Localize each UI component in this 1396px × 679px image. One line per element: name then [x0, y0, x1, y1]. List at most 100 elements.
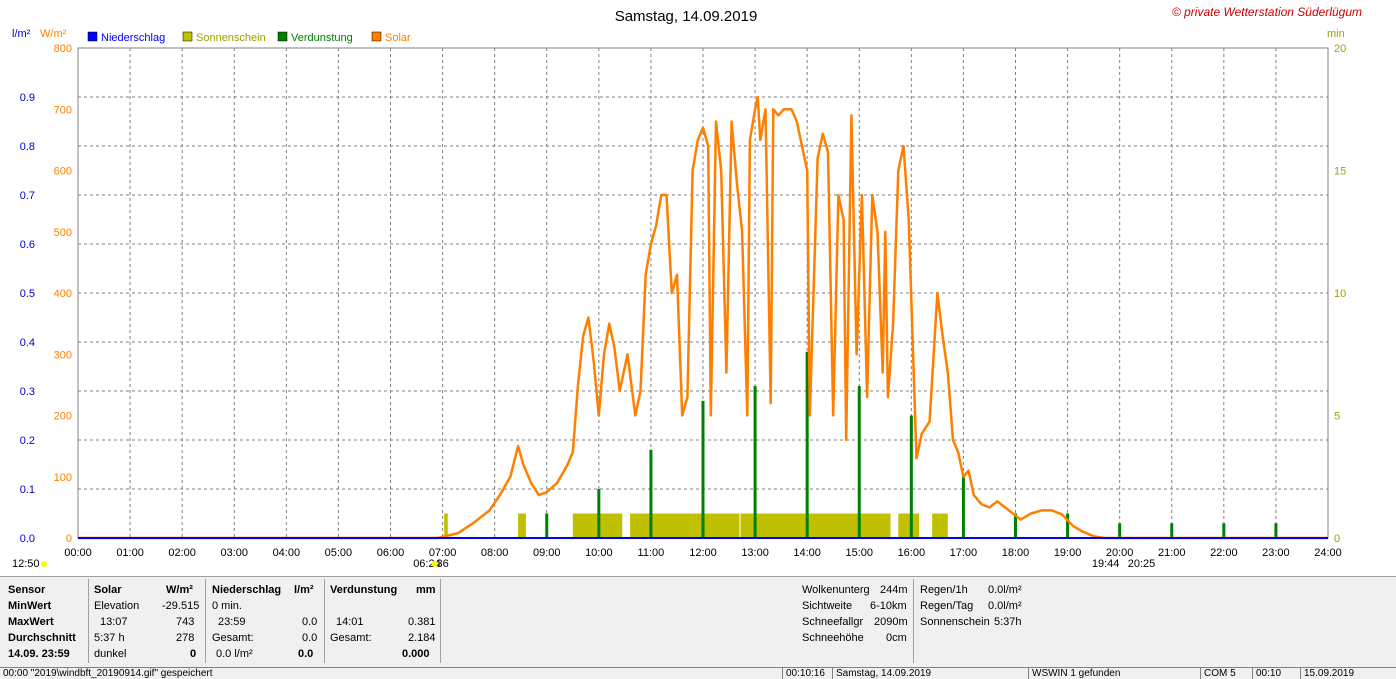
evaporation-bar-0 [545, 513, 549, 538]
evaporation-bar-14 [1274, 523, 1278, 538]
evaporation-series [545, 351, 1278, 538]
solar-series [78, 95, 1328, 540]
snow-height-label: Schneehöhe [802, 632, 864, 644]
y-solar-tick-0: 0 [66, 533, 72, 545]
solar-row-0-label: Elevation [94, 600, 140, 612]
solar-row-3-label: dunkel [94, 648, 127, 660]
solar-line [78, 95, 1328, 540]
y-precip-tick-8: 0.8 [20, 141, 35, 153]
y-precip-tick-6: 0.6 [20, 239, 35, 251]
y-sun-tick-4: 20 [1334, 43, 1346, 55]
status-found: WSWIN 1 gefunden [1028, 668, 1120, 679]
marker-label-3: 19:44 [1092, 558, 1120, 570]
sun-dot-icon [431, 561, 438, 567]
x-tick-17: 17:00 [950, 547, 978, 559]
visibility-value: 6-10km [870, 600, 907, 612]
x-tick-21: 21:00 [1158, 547, 1186, 559]
sunshine-series [444, 513, 948, 538]
status-day: 15.09.2019 [1300, 668, 1354, 679]
evaporation-bar-3 [701, 400, 705, 538]
precip-row-1-value: 0.0 [302, 616, 318, 628]
snowfall-limit-value: 2090m [874, 616, 908, 628]
rain-hour-label: Regen/1h [920, 584, 968, 596]
evaporation-bar-10 [1066, 513, 1070, 538]
solar-row-1-label: 13:07 [100, 616, 128, 628]
evaporation-bar-5 [805, 351, 809, 538]
y-right-unit: min [1327, 28, 1345, 40]
x-tick-23: 23:00 [1262, 547, 1290, 559]
row-label-min: MinWert [8, 600, 52, 612]
evap-header: Verdunstung [330, 584, 398, 596]
sunshine-total-label: Sonnenschein [920, 616, 990, 628]
precip-row-2-label: Gesamt: [212, 632, 254, 644]
legend-swatch-0 [87, 31, 98, 42]
solar-header: Solar [94, 584, 122, 596]
y-precip-tick-5: 0.5 [20, 288, 35, 300]
precip-row-0-label: 0 min. [212, 600, 242, 612]
sunshine-bar-1 [518, 513, 526, 538]
solar-row-2-value: 278 [176, 632, 195, 644]
rain-day-value: 0.0l/m² [988, 600, 1022, 612]
y-sun-tick-2: 10 [1334, 288, 1346, 300]
marker-label-2: 36 [436, 558, 448, 570]
sunshine-bar-0 [444, 513, 448, 538]
solar-row-2-label: 5:37 h [94, 632, 125, 644]
marker-label-0: 12:50 [12, 558, 40, 570]
x-tick-5: 05:00 [325, 547, 353, 559]
y-sun-tick-3: 15 [1334, 166, 1346, 178]
evaporation-bar-4 [753, 386, 757, 538]
evaporation-bar-6 [857, 386, 861, 538]
precip-row-2-value: 0.0 [302, 632, 318, 644]
rain-day-label: Regen/Tag [920, 600, 974, 612]
y-axis-solar: 0 100 200 300 400 500 600 700 800 [54, 43, 72, 545]
y-solar-tick-7: 700 [54, 104, 72, 116]
row-label-avg: Durchschnitt [8, 632, 76, 644]
solar-row-3-value: 0 [190, 648, 197, 660]
y-solar-tick-8: 800 [54, 43, 72, 55]
solar-row-1-value: 743 [176, 616, 195, 628]
cloud-base-value: 244m [880, 584, 908, 596]
x-axis: 00:00 01:00 02:00 03:00 04:00 05:00 06:00 07:00… [64, 547, 1342, 559]
rain-hour-value: 0.0l/m² [988, 584, 1022, 596]
x-tick-2: 02:00 [168, 547, 196, 559]
y-sun-tick-1: 5 [1334, 411, 1340, 423]
y-precip-tick-3: 0.3 [20, 386, 35, 398]
sunshine-bar-5 [740, 513, 891, 538]
y-solar-tick-6: 600 [54, 166, 72, 178]
y-precip-tick-1: 0.1 [20, 484, 35, 496]
x-tick-8: 08:00 [481, 547, 509, 559]
snowfall-limit-label: Schneefallgr [802, 616, 864, 628]
precip-header: Niederschlag [212, 584, 282, 596]
x-tick-18: 18:00 [1002, 547, 1030, 559]
status-clock: 00:10 [1252, 668, 1281, 679]
legend-label-2: Verdunstung [291, 32, 353, 44]
x-tick-22: 22:00 [1210, 547, 1238, 559]
x-tick-7: 07:00 [429, 547, 457, 559]
legend-swatch-1 [182, 31, 193, 42]
evap-row-1-value: 0.381 [408, 616, 436, 628]
x-tick-6: 06:00 [377, 547, 405, 559]
y-precip-tick-0: 0.0 [20, 533, 35, 545]
solar-unit: W/m² [166, 584, 193, 596]
chart-legend: Niederschlag Sonnenschein Verdunstung Solar [87, 31, 411, 44]
legend-label-1: Sonnenschein [196, 32, 266, 44]
x-tick-20: 20:00 [1106, 547, 1134, 559]
sensor-header: Sensor [8, 584, 46, 596]
status-date: Samstag, 14.09.2019 [832, 668, 931, 679]
legend-label-0: Niederschlag [101, 32, 165, 44]
sunshine-bar-3 [630, 513, 693, 538]
evap-unit: mm [416, 584, 436, 596]
precip-row-3-label: 0.0 l/m² [216, 648, 253, 660]
y-solar-tick-2: 200 [54, 411, 72, 423]
x-tick-24: 24:00 [1314, 547, 1342, 559]
precip-row-3-value: 0.0 [298, 648, 314, 660]
evap-row-3-value: 0.000 [402, 648, 430, 660]
status-bar: 00:00 "2019\windbft_20190914.gif" gespei… [0, 667, 1396, 679]
status-file: 00:00 "2019\windbft_20190914.gif" gespei… [3, 668, 213, 679]
sunshine-bar-7 [932, 513, 948, 538]
x-tick-10: 10:00 [585, 547, 613, 559]
evaporation-bar-9 [1014, 513, 1017, 538]
sunshine-total-value: 5:37h [994, 616, 1022, 628]
cloud-base-label: Wolkenunterg [802, 584, 870, 596]
x-tick-13: 13:00 [741, 547, 769, 559]
